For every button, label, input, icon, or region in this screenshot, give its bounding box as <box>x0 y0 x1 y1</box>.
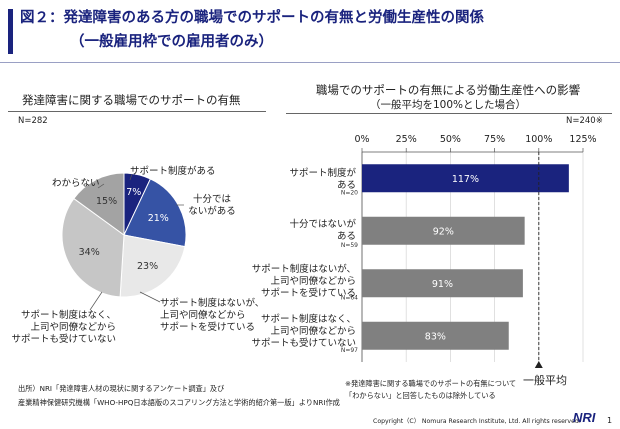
source-note-line1: 出所）NRI「発達障害人材の現状に関するアンケート調査」及び <box>18 384 225 393</box>
leader-line-unknown <box>97 183 105 189</box>
right-panel-subheading: （一般平均を100%とした場合） <box>369 99 527 111</box>
reference-marker-triangle <box>534 361 543 368</box>
pie-label-unknown: わからない <box>52 178 100 189</box>
bar-label-insufficient: 十分ではないが ある <box>289 219 356 242</box>
bar-n-label-insufficient: N=59 <box>341 242 358 249</box>
page-title-line1: 図２：発達障害のある方の職場でのサポートの有無と労働生産性の関係 <box>20 10 484 26</box>
x-tick-label-50: 50% <box>440 134 461 145</box>
title-divider <box>0 62 620 63</box>
title-accent-bar <box>8 9 13 54</box>
pie-value-label-insufficient: 21% <box>148 213 169 224</box>
left-heading-underline <box>8 111 266 112</box>
bar-informal-support <box>362 269 523 298</box>
reference-line-label: 一般平均 <box>523 374 567 387</box>
pie-slice-informal-support <box>119 234 186 298</box>
leader-line-no-support <box>89 291 103 311</box>
bar-n-label-informal-support: N=64 <box>341 294 358 301</box>
x-tick-label-125: 125% <box>569 134 596 145</box>
bar-label-informal-support: サポート制度はないが、 上司や同僚などから サポートを受けている <box>251 264 356 299</box>
bar-value-label-insufficient: 92% <box>433 226 454 237</box>
left-panel-heading: 発達障害に関する職場でのサポートの有無 <box>22 93 241 107</box>
bar-value-label-no-support: 83% <box>425 331 446 342</box>
bar-insufficient <box>362 216 525 245</box>
bar-sample-size: N=240※ <box>566 116 603 126</box>
pie-slice-insufficient <box>123 178 187 248</box>
pie-slice-no-support <box>61 197 125 298</box>
leader-line-informal-support <box>139 291 161 303</box>
copyright: Copyright（C） Nomura Research Institute, … <box>373 418 581 425</box>
page-title: 図２：発達障害のある方の職場でのサポートの有無と労働生産性の関係 （一般雇用枠で… <box>20 6 484 54</box>
bar-label-no-support: サポート制度はなく、 上司や同僚などから サポートも受けていない <box>251 314 356 349</box>
nri-logo: NRI <box>573 410 596 425</box>
leader-line-support-system <box>129 173 133 181</box>
page-title-line2: （一般雇用枠での雇用者のみ） <box>70 34 273 50</box>
bar-support-system <box>362 164 569 193</box>
pie-label-support-system: サポート制度がある <box>130 166 216 177</box>
page-number: 1 <box>607 416 613 425</box>
x-tick-label-75: 75% <box>484 134 505 145</box>
pie-label-insufficient: 十分では ないがある <box>188 194 236 217</box>
right-heading-underline <box>286 113 612 114</box>
pie-value-label-informal-support: 23% <box>137 261 158 272</box>
bar-label-support-system: サポート制度が ある <box>289 168 356 191</box>
pie-value-label-unknown: 15% <box>96 196 117 207</box>
x-tick-label-25: 25% <box>396 134 417 145</box>
x-tick-label-100: 100% <box>525 134 552 145</box>
pie-sample-size: N=282 <box>18 116 48 126</box>
pie-value-label-no-support: 34% <box>79 247 100 258</box>
pie-value-label-support-system: 7% <box>126 187 141 198</box>
exclusion-note-line1: ※発達障害に関する職場でのサポートの有無について <box>345 379 517 388</box>
pie-label-no-support: サポート制度はなく、 上司や同僚などから サポートも受けていない <box>11 310 116 345</box>
pie-label-informal-support: サポート制度はないが、 上司や同僚などから サポートを受けている <box>160 298 265 333</box>
exclusion-note-line2: 「わからない」と回答したものは除外している <box>345 391 496 400</box>
bar-n-label-support-system: N=20 <box>341 189 358 196</box>
x-tick-label-0: 0% <box>354 134 369 145</box>
pie-slice-unknown <box>73 172 125 236</box>
bar-n-label-no-support: N=97 <box>341 347 358 354</box>
right-panel-heading: 職場でのサポートの有無による労働生産性への影響 <box>315 83 581 97</box>
source-note-line2: 産業精神保健研究機構「WHO-HPQ日本語版のスコアリング方法と学術的紹介第一版… <box>18 398 340 407</box>
bar-value-label-informal-support: 91% <box>432 279 453 290</box>
bar-no-support <box>362 321 509 350</box>
bar-value-label-support-system: 117% <box>452 174 479 185</box>
